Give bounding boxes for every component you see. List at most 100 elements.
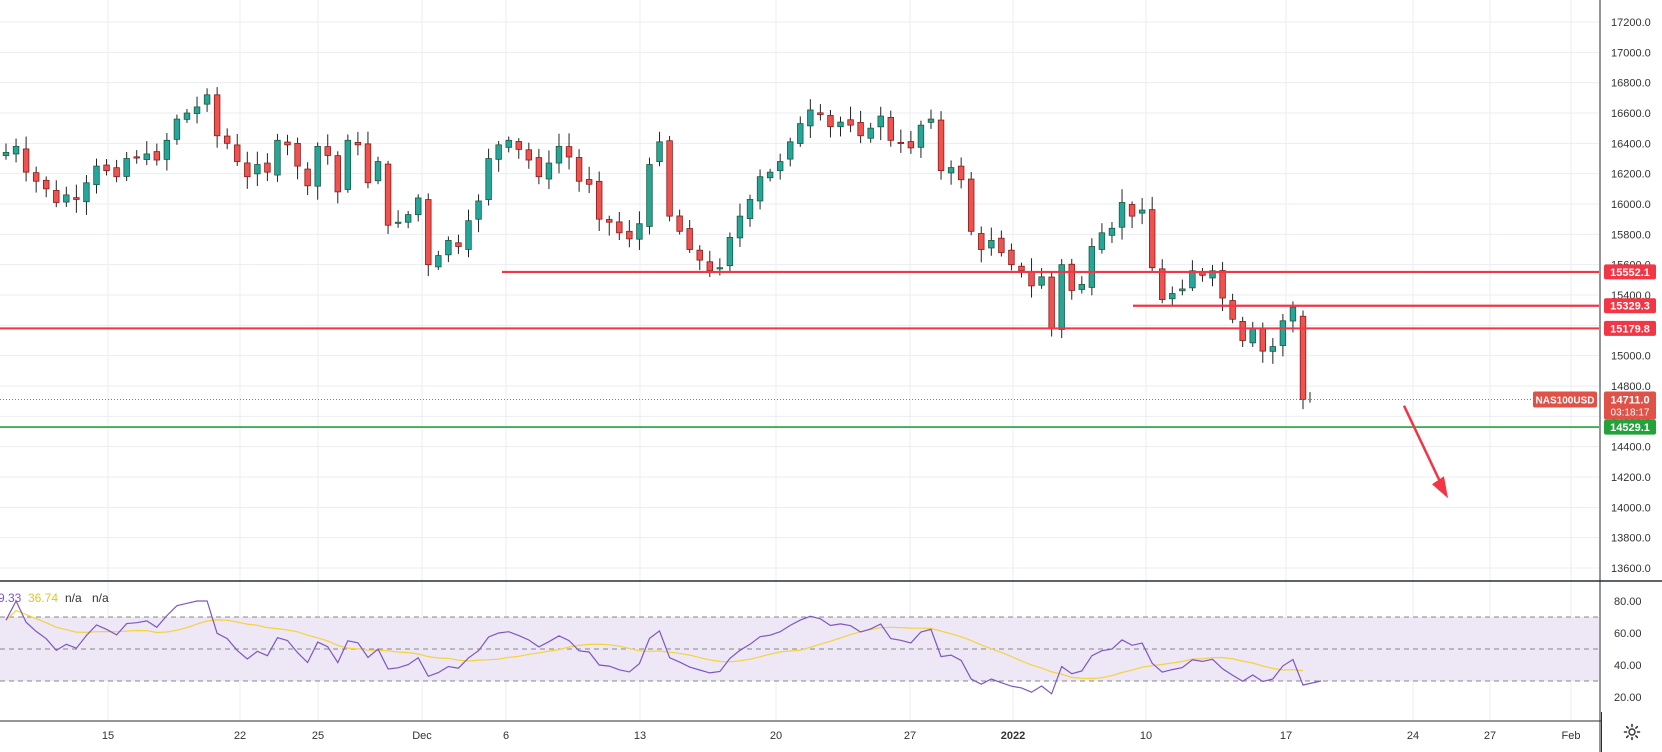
time-tick-label: 27	[1484, 730, 1496, 742]
symbol-tag: NAS100USD	[1533, 391, 1597, 408]
candle	[847, 106, 854, 133]
svg-text:03:18:17: 03:18:17	[1611, 407, 1650, 418]
price-grid	[0, 0, 1599, 720]
rsi-tick-label: 60.00	[1614, 628, 1642, 640]
candle	[676, 209, 683, 235]
candle	[334, 151, 341, 204]
candle	[575, 149, 583, 192]
candle	[746, 194, 754, 227]
candle	[63, 186, 70, 208]
candle	[93, 158, 100, 194]
candle	[988, 227, 995, 256]
price-tick-label: 13800.0	[1611, 533, 1651, 545]
svg-text:14529.1: 14529.1	[1610, 422, 1650, 434]
gear-icon	[1623, 723, 1641, 741]
candle	[1008, 243, 1015, 271]
candle	[1179, 279, 1186, 296]
candle	[83, 175, 90, 215]
candle	[535, 148, 543, 185]
candle	[1239, 316, 1246, 348]
price-tick-label: 14200.0	[1611, 472, 1651, 484]
candle	[1219, 261, 1226, 312]
price-label-r2: 15329.3	[1604, 298, 1656, 314]
candle	[766, 168, 774, 182]
rsi-na-2: n/a	[92, 591, 109, 605]
candle	[153, 143, 161, 166]
candle	[656, 131, 663, 167]
candle	[666, 135, 673, 222]
time-tick-label: 22	[234, 730, 246, 742]
price-tick-label: 15800.0	[1611, 229, 1651, 241]
time-tick-label: 6	[503, 730, 509, 742]
candle	[1088, 238, 1096, 296]
svg-text:15179.8: 15179.8	[1610, 323, 1650, 335]
price-tick-label: 17000.0	[1611, 47, 1651, 59]
candle	[1068, 258, 1075, 300]
rsi-line	[5, 599, 1322, 695]
price-tick-label: 16800.0	[1611, 78, 1651, 90]
rsi-tick-label: 80.00	[1614, 596, 1642, 608]
rsi-tick-label: 40.00	[1614, 660, 1642, 672]
candle	[937, 111, 945, 180]
price-label-r3: 15179.8	[1604, 320, 1656, 336]
chart-settings-button[interactable]	[1601, 712, 1662, 752]
candle	[545, 150, 553, 190]
candle	[1209, 264, 1216, 287]
candle	[807, 99, 814, 138]
candle	[606, 215, 613, 236]
candle	[173, 114, 181, 145]
candle	[304, 162, 311, 196]
candle	[646, 157, 653, 235]
candle	[626, 219, 633, 248]
candle	[384, 160, 392, 234]
candle	[183, 109, 191, 123]
candle	[907, 131, 915, 154]
candle	[1018, 262, 1025, 278]
candle	[1028, 258, 1035, 298]
candle	[465, 209, 472, 258]
candle	[515, 138, 522, 159]
candle	[505, 136, 512, 153]
candlestick-series	[2, 87, 1311, 410]
candle	[404, 211, 412, 229]
price-tick-label: 16400.0	[1611, 138, 1651, 150]
candle	[1279, 313, 1287, 357]
candle	[978, 226, 985, 263]
candle	[555, 133, 563, 174]
candle	[1138, 198, 1146, 225]
rsi-pane	[0, 599, 1599, 695]
time-tick-label: 13	[634, 730, 646, 742]
candle	[1189, 260, 1196, 292]
candle	[425, 193, 432, 277]
candle	[1299, 310, 1307, 410]
price-tick-label: 16200.0	[1611, 169, 1651, 181]
candle	[203, 88, 211, 112]
candle	[43, 176, 50, 198]
svg-text:15552.1: 15552.1	[1610, 267, 1650, 279]
candle	[1159, 259, 1166, 304]
time-tick-label: 2022	[1001, 730, 1025, 742]
candle	[817, 104, 824, 121]
candle	[284, 134, 291, 156]
price-tick-label: 16000.0	[1611, 199, 1651, 211]
candle	[213, 87, 221, 148]
candle	[133, 150, 140, 164]
candle	[475, 194, 482, 233]
time-tick-label: 27	[904, 730, 916, 742]
candle	[374, 156, 382, 185]
candle	[32, 166, 40, 193]
rsi-ma-line	[5, 609, 1304, 680]
horizontal-levels	[0, 270, 1599, 428]
candle	[998, 230, 1005, 257]
candle	[1108, 221, 1116, 243]
price-tick-label: 13600.0	[1611, 563, 1651, 575]
price-tick-label: 14400.0	[1611, 442, 1651, 454]
candle	[1128, 201, 1136, 229]
candle	[686, 220, 693, 253]
candle	[1169, 286, 1176, 305]
candle	[264, 153, 271, 182]
candle	[364, 131, 372, 189]
price-label-r1: 15552.1	[1604, 264, 1656, 280]
candle	[22, 136, 30, 182]
